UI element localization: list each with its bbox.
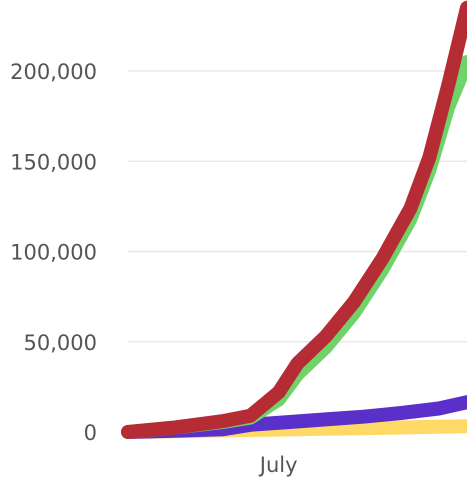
series-line-2 (121, 55, 467, 439)
x-axis-ticks: July (258, 453, 298, 477)
y-tick-label: 200,000 (10, 60, 97, 84)
y-tick-label: 100,000 (10, 241, 97, 265)
y-tick-label: 150,000 (10, 150, 97, 174)
series-line-3 (121, 0, 467, 439)
x-tick-label: July (258, 453, 298, 477)
grid-layer (128, 70, 467, 343)
y-tick-label: 50,000 (24, 331, 97, 355)
y-axis-ticks: 0 50,000 100,000 150,000 200,000 (10, 60, 97, 445)
y-tick-label: 0 (84, 421, 97, 445)
series-layer (121, 0, 467, 439)
